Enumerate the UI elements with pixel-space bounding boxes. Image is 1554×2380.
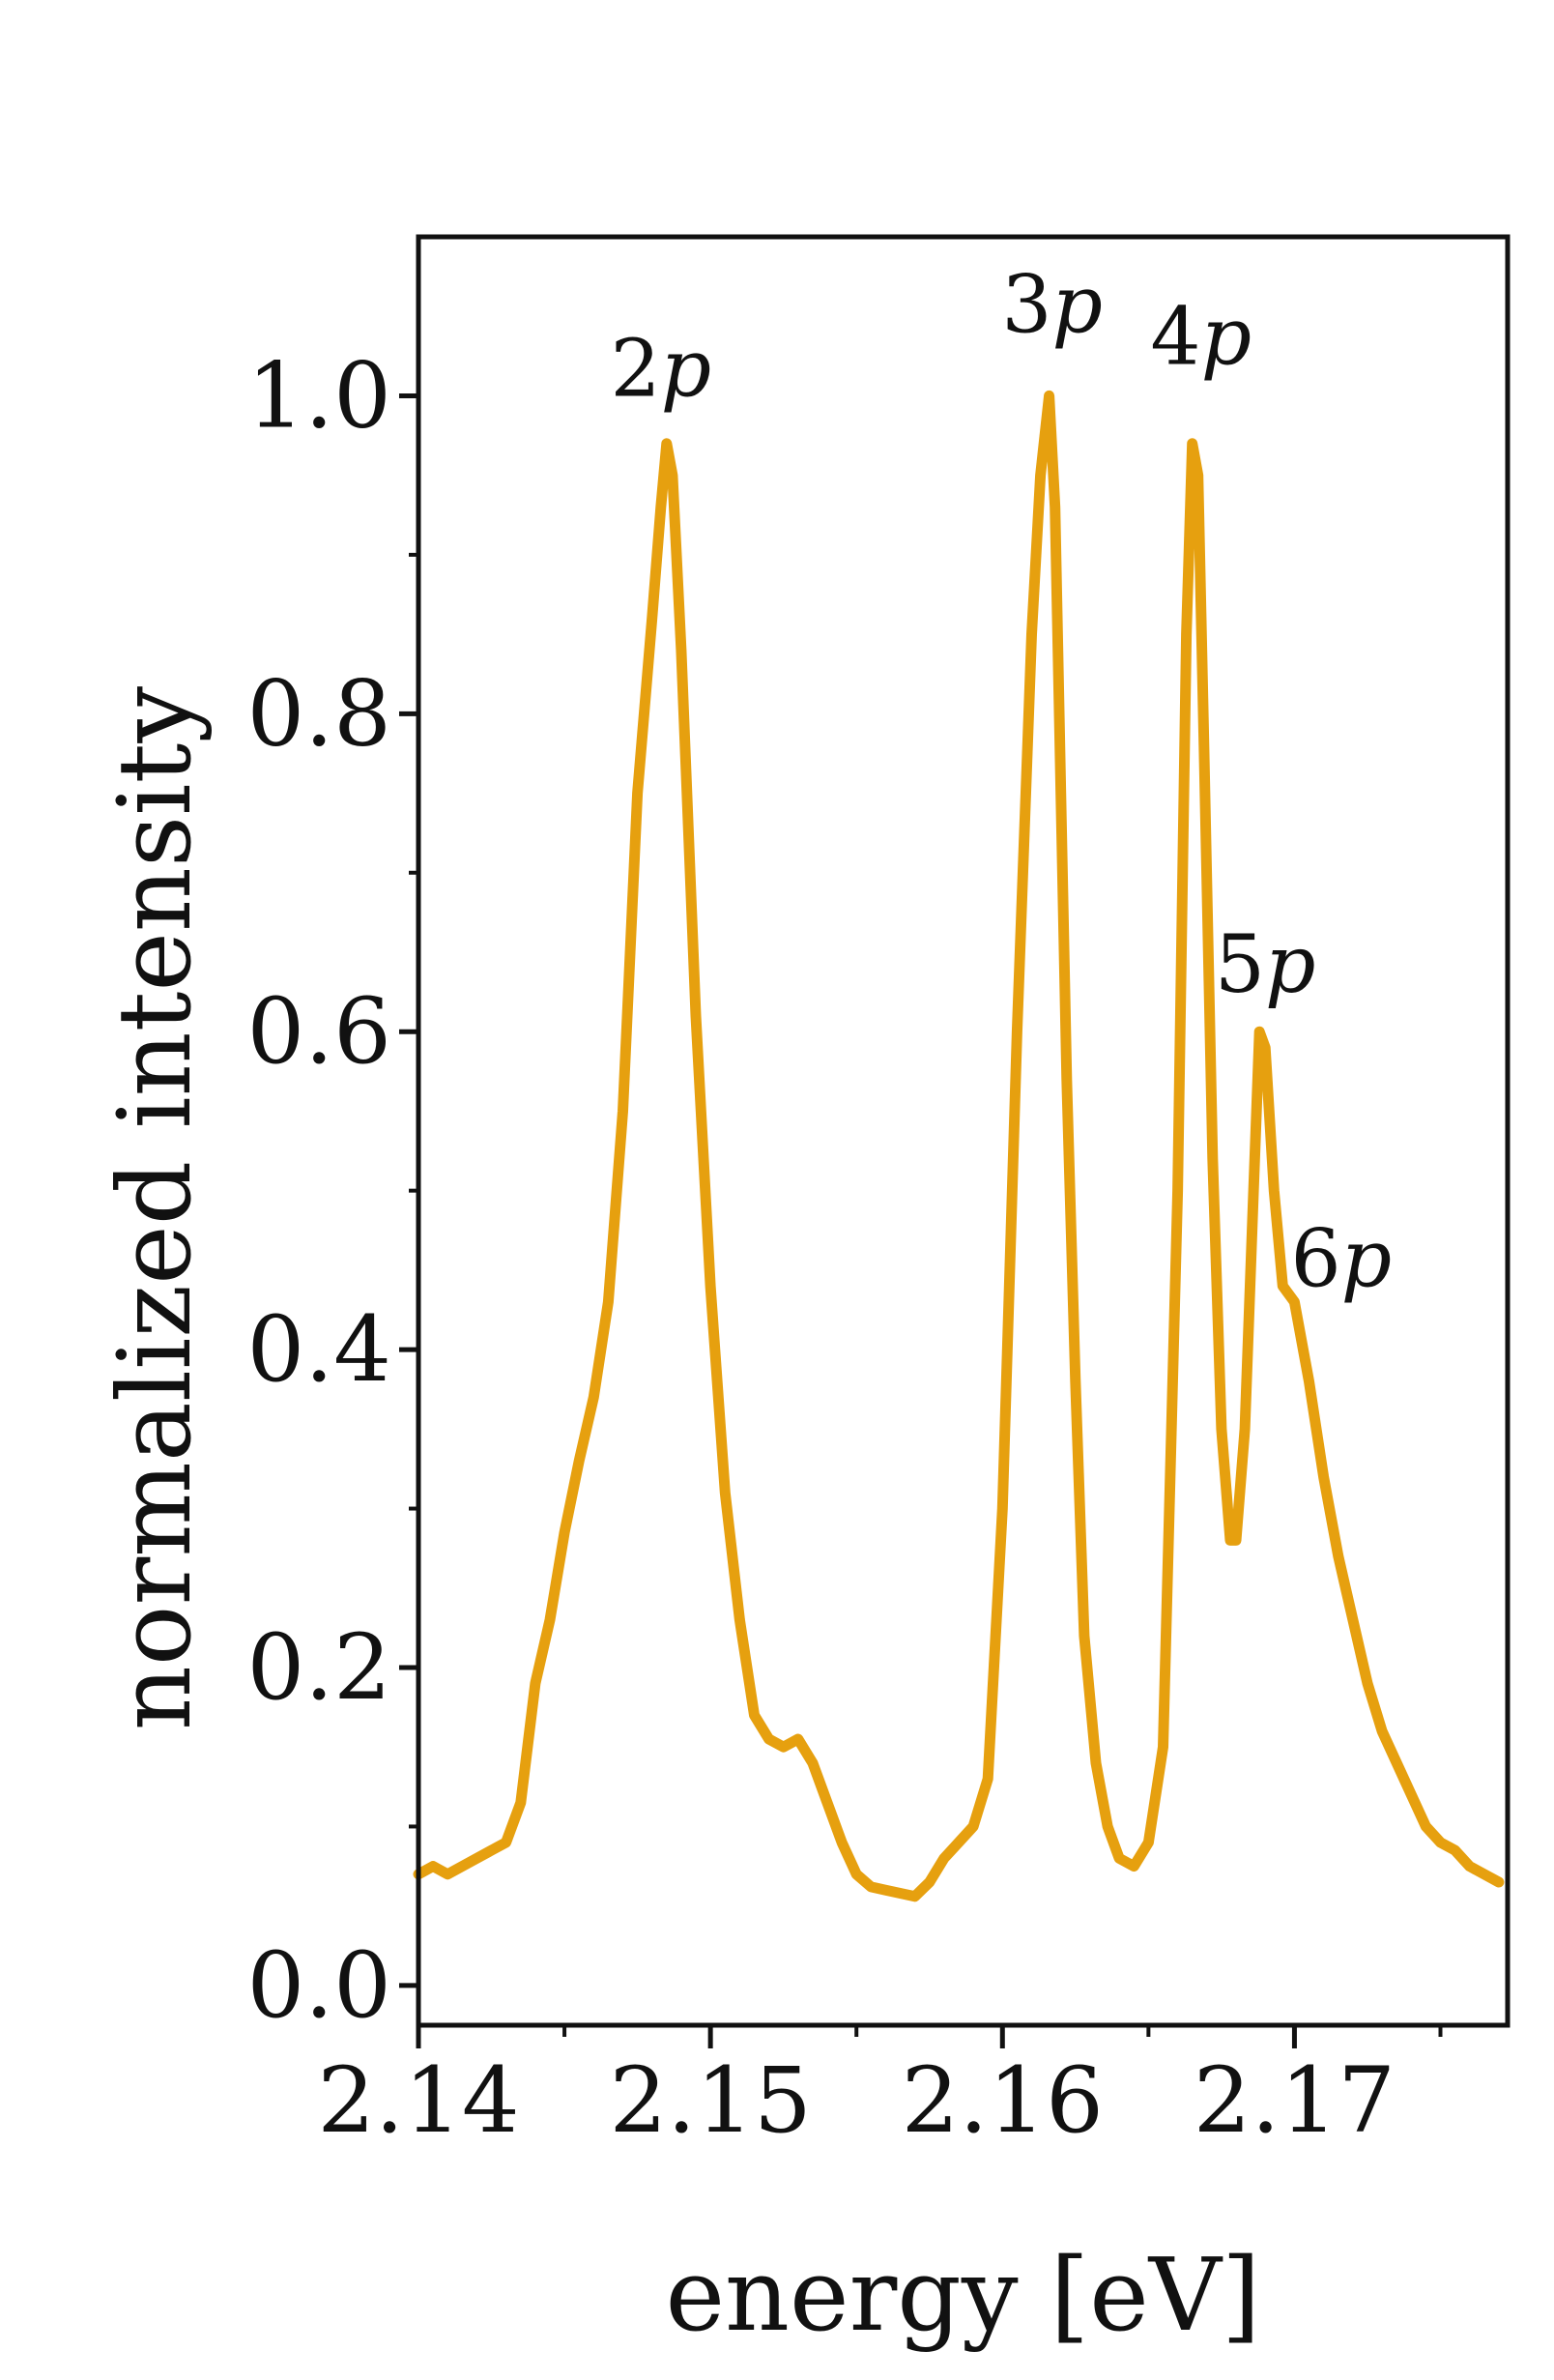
y-tick-label: 0.6 bbox=[247, 979, 392, 1085]
y-axis-title: normalized intensity bbox=[96, 686, 214, 1730]
peak-label-4p: 4p bbox=[1150, 292, 1252, 384]
series-line bbox=[413, 390, 1505, 1902]
plot-frame bbox=[416, 234, 1511, 2028]
y-tick-label: 0.0 bbox=[247, 1933, 392, 2039]
peak-label-3p: 3p bbox=[1001, 260, 1103, 352]
x-tick-label: 2.16 bbox=[902, 2048, 1104, 2154]
y-tick-label: 0.4 bbox=[247, 1297, 392, 1403]
x-tick-label: 2.14 bbox=[317, 2048, 519, 2154]
y-tick-label: 0.2 bbox=[247, 1615, 392, 1721]
peak-labels: 2p 3p 4p 5p 6p bbox=[610, 260, 1392, 1306]
x-axis-ticks bbox=[416, 2025, 1443, 2048]
x-tick-label: 2.15 bbox=[609, 2048, 811, 2154]
peak-label-2p: 2p bbox=[610, 323, 711, 415]
y-tick-label: 1.0 bbox=[247, 343, 392, 449]
x-axis-title: energy [eV] bbox=[666, 2236, 1261, 2354]
x-axis-tick-labels: 2.14 2.15 2.16 2.17 bbox=[317, 2048, 1396, 2154]
y-tick-label: 0.8 bbox=[247, 661, 392, 767]
peak-label-5p: 5p bbox=[1215, 919, 1316, 1011]
x-tick-label: 2.17 bbox=[1194, 2048, 1396, 2154]
y-axis-tick-labels: 0.0 0.2 0.4 0.6 0.8 1.0 bbox=[247, 343, 392, 2038]
y-axis-ticks bbox=[399, 392, 418, 1988]
peak-label-6p: 6p bbox=[1290, 1213, 1392, 1305]
